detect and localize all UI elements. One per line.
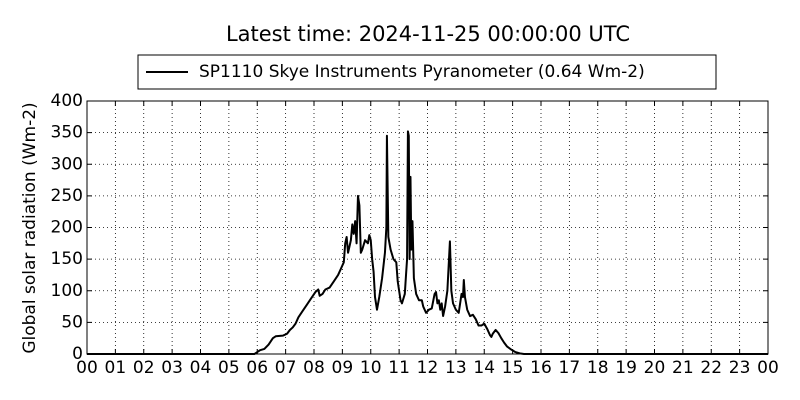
legend-box [137,54,717,90]
x-tick-label: 19 [615,358,637,378]
x-tick-label: 21 [672,358,694,378]
x-tick-label: 07 [275,358,297,378]
y-tick-label: 200 [51,218,83,238]
y-tick-label: 350 [51,123,83,143]
x-tick-label: 13 [445,358,467,378]
x-tick-label: 20 [644,358,666,378]
x-tick-label: 00 [76,358,98,378]
y-tick-label: 50 [61,312,83,332]
x-tick-label: 08 [303,358,325,378]
x-tick-label: 22 [700,358,722,378]
y-axis-label: Global solar radiation (Wm-2) [20,102,40,353]
x-tick-label: 15 [502,358,524,378]
x-tick-label: 16 [530,358,552,378]
x-tick-label: 18 [587,358,609,378]
x-tick-label: 10 [360,358,382,378]
x-tick-label: 06 [246,358,268,378]
y-tick-label: 100 [51,281,83,301]
x-tick-label: 12 [417,358,439,378]
y-tick-label: 150 [51,249,83,269]
y-tick-label: 0 [72,344,83,364]
x-tick-label: 02 [133,358,155,378]
chart-title: Latest time: 2024-11-25 00:00:00 UTC [226,22,630,46]
plot-frame [86,100,769,355]
x-tick-label: 11 [388,358,410,378]
x-tick-label: 01 [105,358,127,378]
y-tick-label: 250 [51,186,83,206]
legend-label: SP1110 Skye Instruments Pyranometer (0.6… [199,62,645,82]
y-tick-label: 400 [51,91,83,111]
y-tick-label: 300 [51,154,83,174]
x-tick-label: 00 [757,358,779,378]
x-tick-label: 14 [473,358,495,378]
x-tick-label: 09 [332,358,354,378]
x-tick-label: 05 [218,358,240,378]
x-tick-label: 17 [559,358,581,378]
data-line [87,130,768,355]
x-tick-label: 23 [729,358,751,378]
x-tick-label: 03 [161,358,183,378]
x-tick-label: 04 [190,358,212,378]
